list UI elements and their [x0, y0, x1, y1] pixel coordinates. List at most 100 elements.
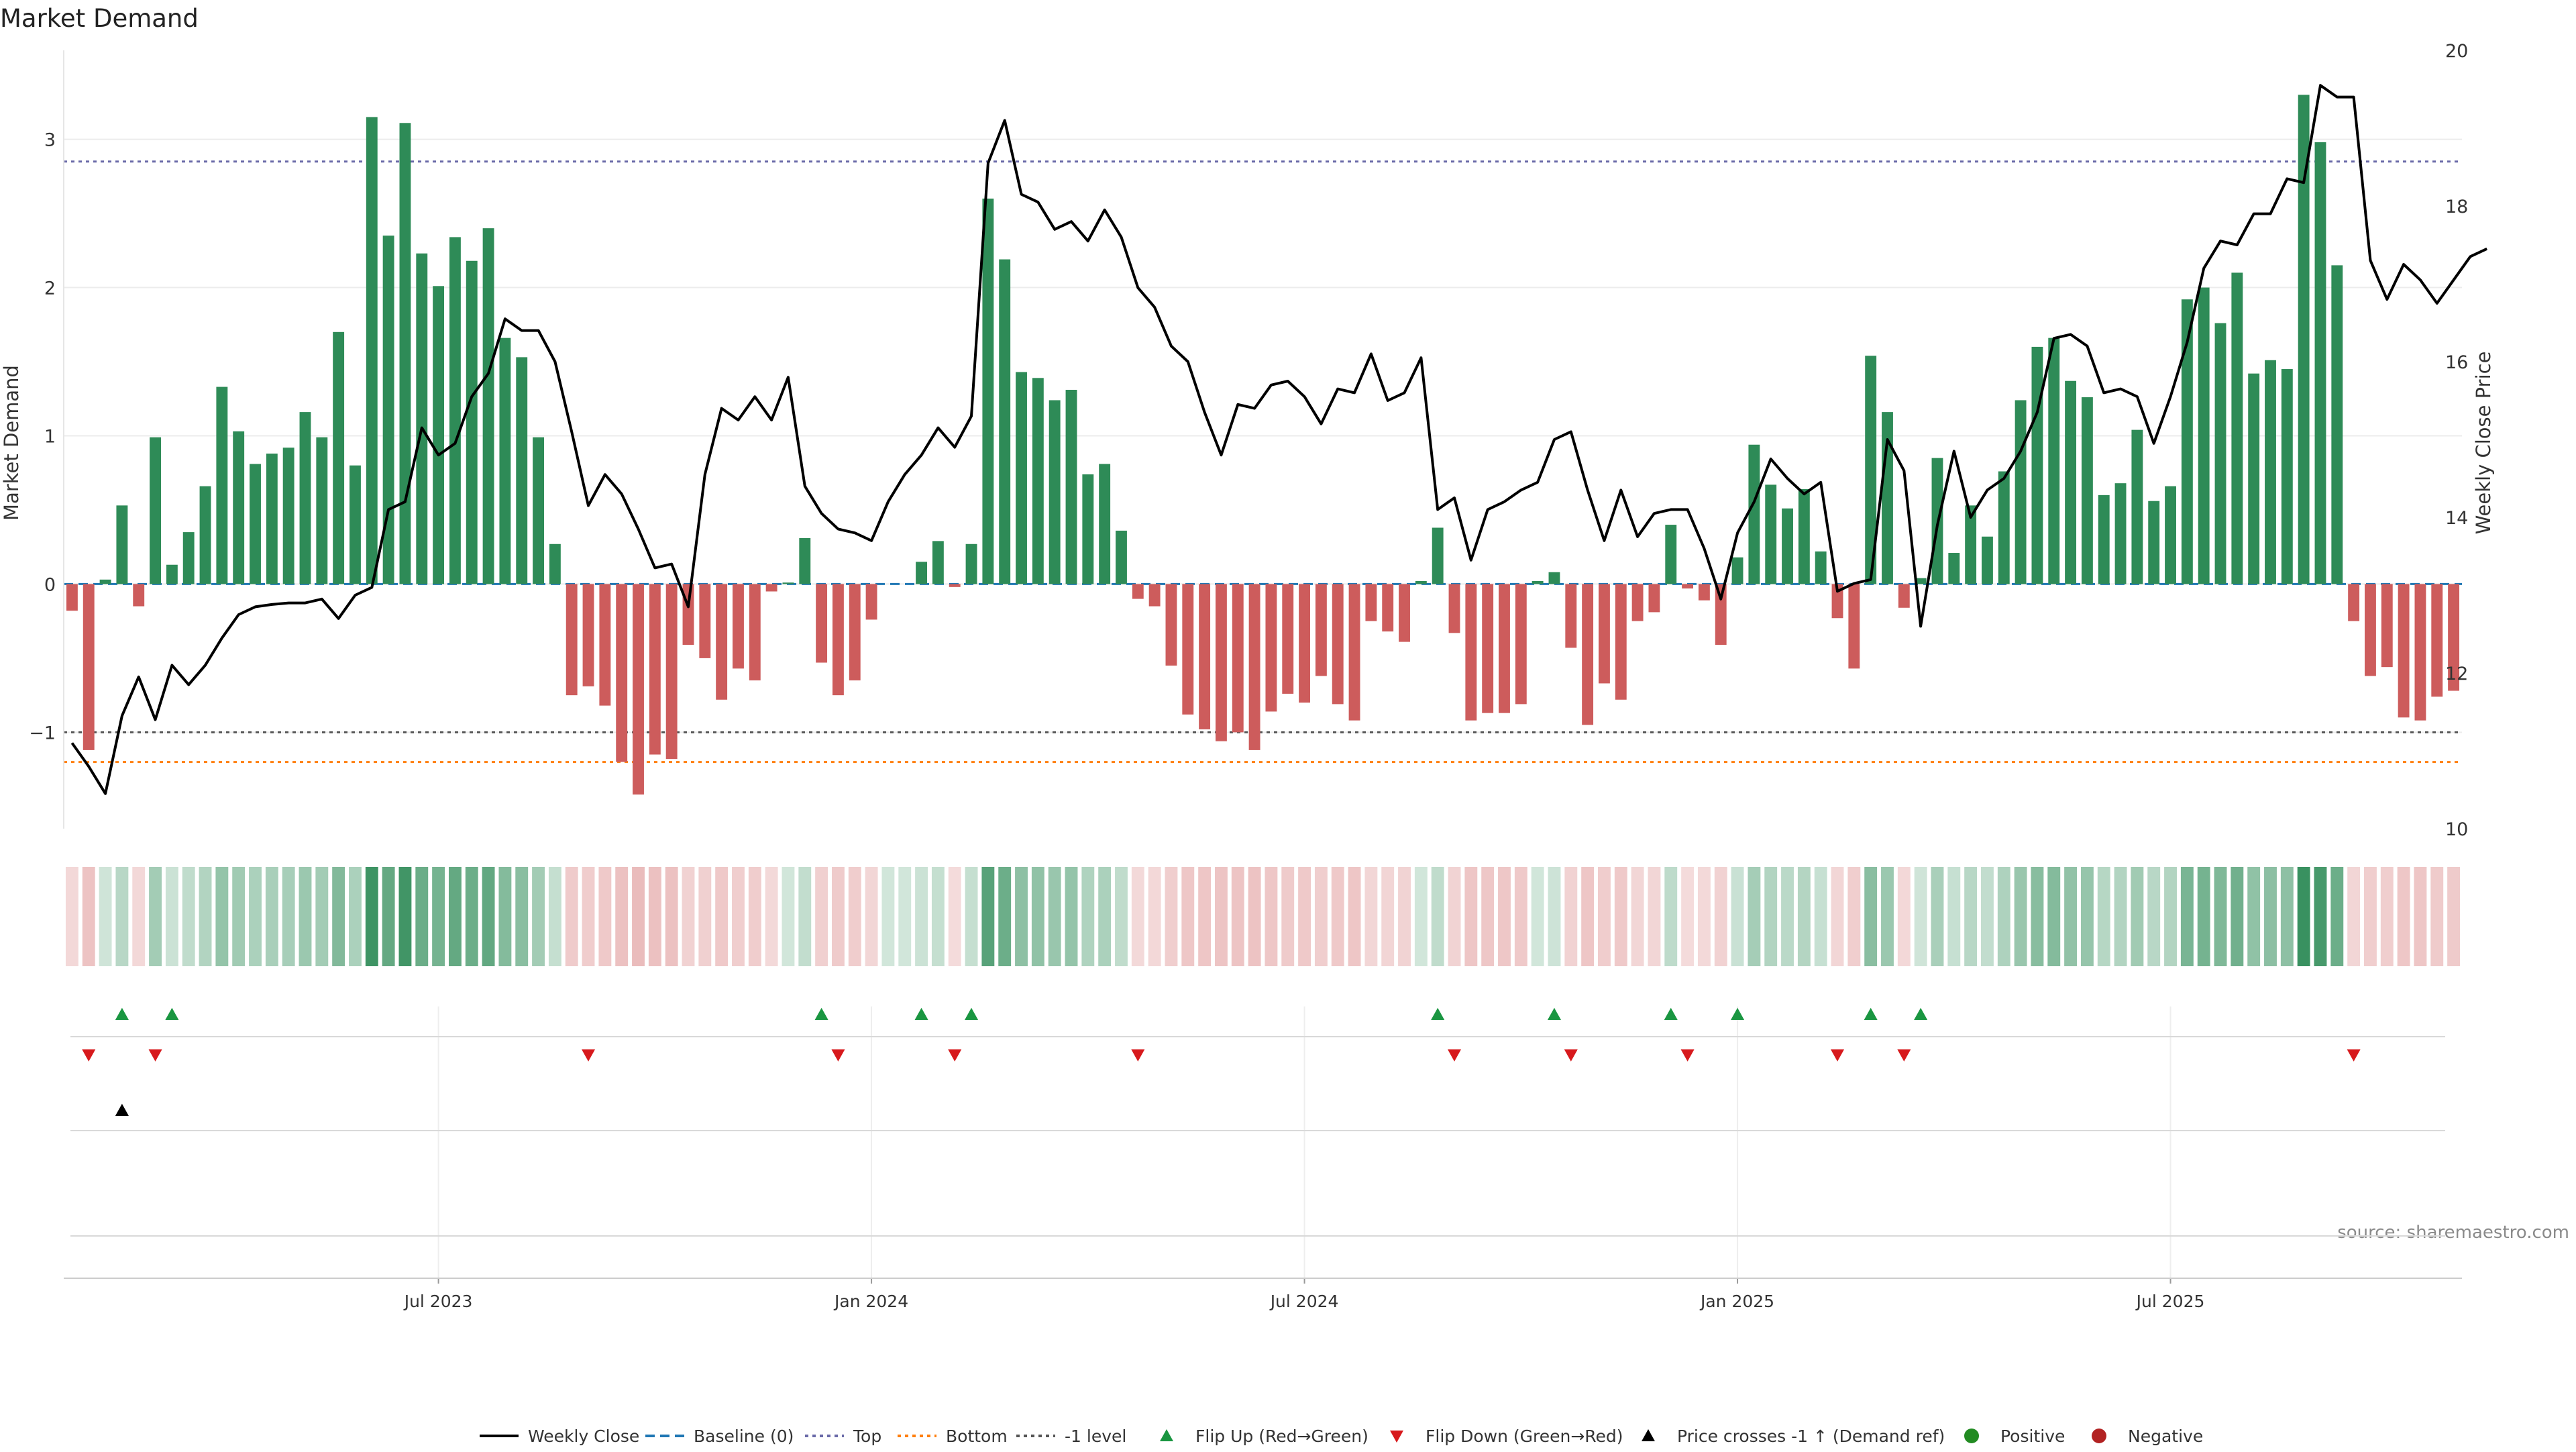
- y2-tick-label: 14: [2445, 508, 2468, 529]
- legend-label: Baseline (0): [694, 1427, 794, 1446]
- strip-cell: [782, 867, 795, 966]
- demand-bar: [2031, 346, 2043, 584]
- legend-label: Negative: [2128, 1427, 2203, 1446]
- flip-down-marker: [582, 1049, 596, 1061]
- y-axis-label: Market Demand: [0, 365, 23, 521]
- flip-down-marker: [148, 1049, 162, 1061]
- demand-bar: [699, 584, 711, 658]
- demand-bar: [816, 584, 828, 663]
- strip-cell: [1814, 867, 1827, 966]
- demand-bar: [2114, 483, 2127, 584]
- strip-cell: [2314, 867, 2327, 966]
- demand-bar: [1599, 584, 1610, 684]
- reference-lines: [64, 160, 2462, 764]
- strip-cell: [1231, 867, 1244, 966]
- legend-label: Bottom: [946, 1427, 1008, 1446]
- demand-bar: [1365, 584, 1377, 621]
- demand-bar: [982, 198, 994, 584]
- demand-bar: [466, 260, 478, 584]
- demand-bar: [1399, 584, 1410, 642]
- demand-bar: [1665, 525, 1677, 584]
- strip-cell: [548, 867, 561, 966]
- demand-bar: [99, 579, 111, 584]
- demand-bar: [1382, 584, 1394, 632]
- demand-bar: [1248, 584, 1260, 750]
- demand-bar: [2265, 360, 2276, 584]
- strip-cell: [1181, 867, 1195, 966]
- legend-triangle-up-icon: [1160, 1429, 1173, 1441]
- legend-item: Flip Down (Green→Red): [1390, 1427, 1623, 1446]
- strip-cell: [2214, 867, 2227, 966]
- strip-cell: [498, 867, 512, 966]
- demand-bar: [2248, 373, 2260, 584]
- flip-down-marker: [1564, 1049, 1578, 1061]
- strip-cell: [2164, 867, 2177, 966]
- strip-cell: [1348, 867, 1361, 966]
- demand-bar: [1798, 489, 1810, 584]
- flip-up-marker: [914, 1008, 928, 1020]
- strip-cell: [1464, 867, 1478, 966]
- demand-bar: [2098, 495, 2110, 584]
- strip-cell: [532, 867, 545, 966]
- demand-bar: [932, 541, 944, 584]
- strip-cell: [1681, 867, 1695, 966]
- strip-cell: [1564, 867, 1578, 966]
- strip-cell: [1098, 867, 1112, 966]
- strip-cell: [565, 867, 578, 966]
- demand-bar: [1698, 584, 1710, 601]
- strip-cell: [182, 867, 195, 966]
- strip-cell: [1514, 867, 1527, 966]
- strip-cell: [2447, 867, 2461, 966]
- x-tick-label: Jan 2024: [833, 1292, 908, 1311]
- demand-bar: [765, 584, 777, 592]
- strip-cell: [2231, 867, 2244, 966]
- flip-down-marker: [1131, 1049, 1145, 1061]
- strip-cell: [2114, 867, 2127, 966]
- demand-bar: [749, 584, 761, 681]
- strip-cell: [2247, 867, 2261, 966]
- strip-cell: [1364, 867, 1378, 966]
- demand-bar: [665, 584, 678, 760]
- demand-bar: [2448, 584, 2460, 691]
- source-note: source: sharemaestro.com: [2337, 1223, 2569, 1243]
- demand-bar: [1099, 464, 1111, 584]
- demand-bar: [416, 253, 428, 584]
- demand-bar: [2198, 287, 2210, 584]
- strip-cell: [299, 867, 312, 966]
- legend-item: -1 level: [1016, 1427, 1126, 1446]
- demand-bar: [2131, 429, 2143, 584]
- demand-bar: [482, 228, 494, 584]
- strip-cell: [1847, 867, 1861, 966]
- demand-bar: [216, 386, 228, 584]
- demand-bar: [1465, 584, 1477, 721]
- demand-bar: [1348, 584, 1360, 721]
- legend-triangle-down-icon: [1390, 1431, 1403, 1443]
- demand-bar: [1032, 378, 1044, 584]
- demand-bar: [1332, 584, 1344, 705]
- strip-cell: [1198, 867, 1212, 966]
- strip-cell: [465, 867, 478, 966]
- flip-down-marker: [1897, 1049, 1911, 1061]
- demand-bar: [716, 584, 728, 700]
- x-tick-label: Jul 2023: [403, 1292, 473, 1311]
- demand-bar: [199, 486, 211, 584]
- strip-cell: [2047, 867, 2061, 966]
- x-tick-label: Jul 2025: [2135, 1292, 2205, 1311]
- demand-bar: [1898, 584, 1910, 608]
- strip-cell: [1947, 867, 1961, 966]
- strip-cell: [965, 867, 978, 966]
- strip-cell: [149, 867, 162, 966]
- strip-cell: [1697, 867, 1711, 966]
- strip-cell: [582, 867, 595, 966]
- demand-bar: [516, 357, 528, 584]
- legend-item: Bottom: [898, 1427, 1008, 1446]
- flip-up-marker: [1431, 1008, 1445, 1020]
- demand-bar: [433, 286, 445, 584]
- chart-title: Market Demand: [0, 4, 199, 33]
- demand-bar: [2365, 584, 2376, 676]
- flip-up-marker: [165, 1008, 179, 1020]
- flip-down-marker: [1680, 1049, 1695, 1061]
- y2-tick-label: 20: [2445, 41, 2468, 62]
